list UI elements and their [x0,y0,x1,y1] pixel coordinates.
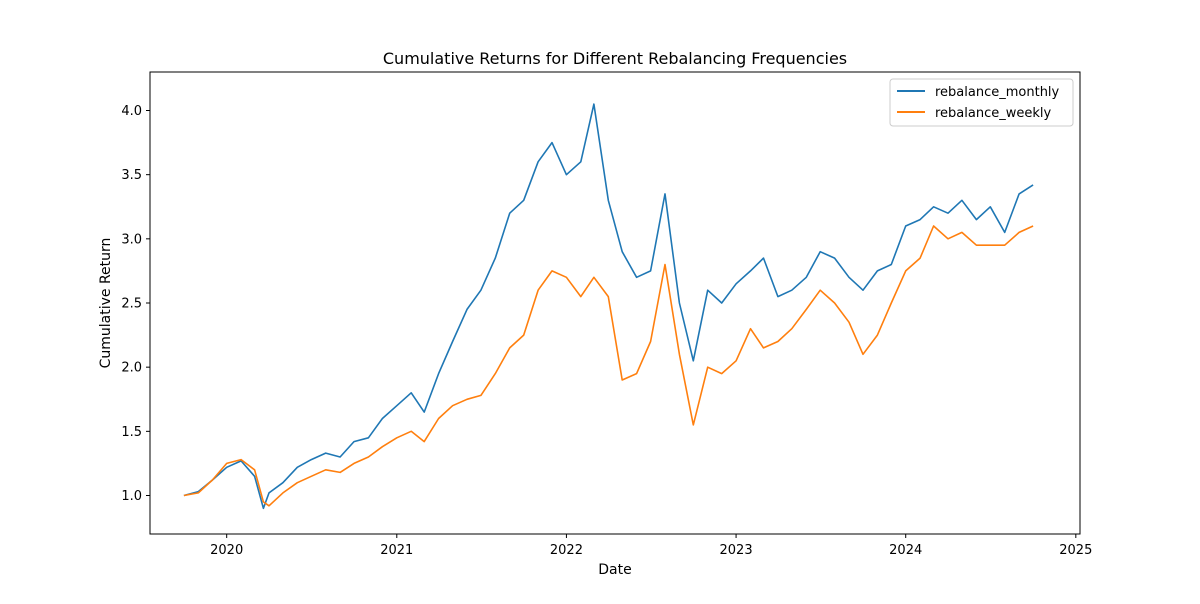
y-tick-label: 2.5 [121,297,142,312]
x-tick-label: 2020 [210,543,243,558]
x-tick-label: 2025 [1059,543,1092,558]
y-axis-label: Cumulative Return [98,238,114,369]
y-tick-label: 2.0 [121,361,142,376]
series-line-rebalance_monthly [183,103,1034,510]
x-tick-label: 2024 [889,543,922,558]
legend: rebalance_monthly rebalance_weekly [889,78,1074,127]
x-tick-label: 2023 [720,543,753,558]
legend-label-rebalance_weekly: rebalance_weekly [935,106,1052,121]
x-axis-label: Date [598,562,631,578]
legend-box [889,78,1074,127]
y-tick-label: 4.0 [121,104,142,119]
y-axis: 1.0 1.5 2.0 2.5 3.0 3.5 4.0 [121,104,150,504]
series-line-rebalance_weekly [183,225,1034,507]
chart-title: Cumulative Returns for Different Rebalan… [383,49,847,68]
x-axis: 2020 2021 2022 2023 2024 2025 [210,534,1092,558]
legend-label-rebalance_monthly: rebalance_monthly [935,85,1060,100]
plot-frame [149,71,1081,535]
plot-area [183,103,1034,510]
y-tick-label: 3.0 [121,232,142,247]
y-tick-label: 1.0 [121,489,142,504]
y-tick-label: 1.5 [121,425,142,440]
x-tick-label: 2022 [550,543,583,558]
x-tick-label: 2021 [380,543,413,558]
y-tick-label: 3.5 [121,168,142,183]
